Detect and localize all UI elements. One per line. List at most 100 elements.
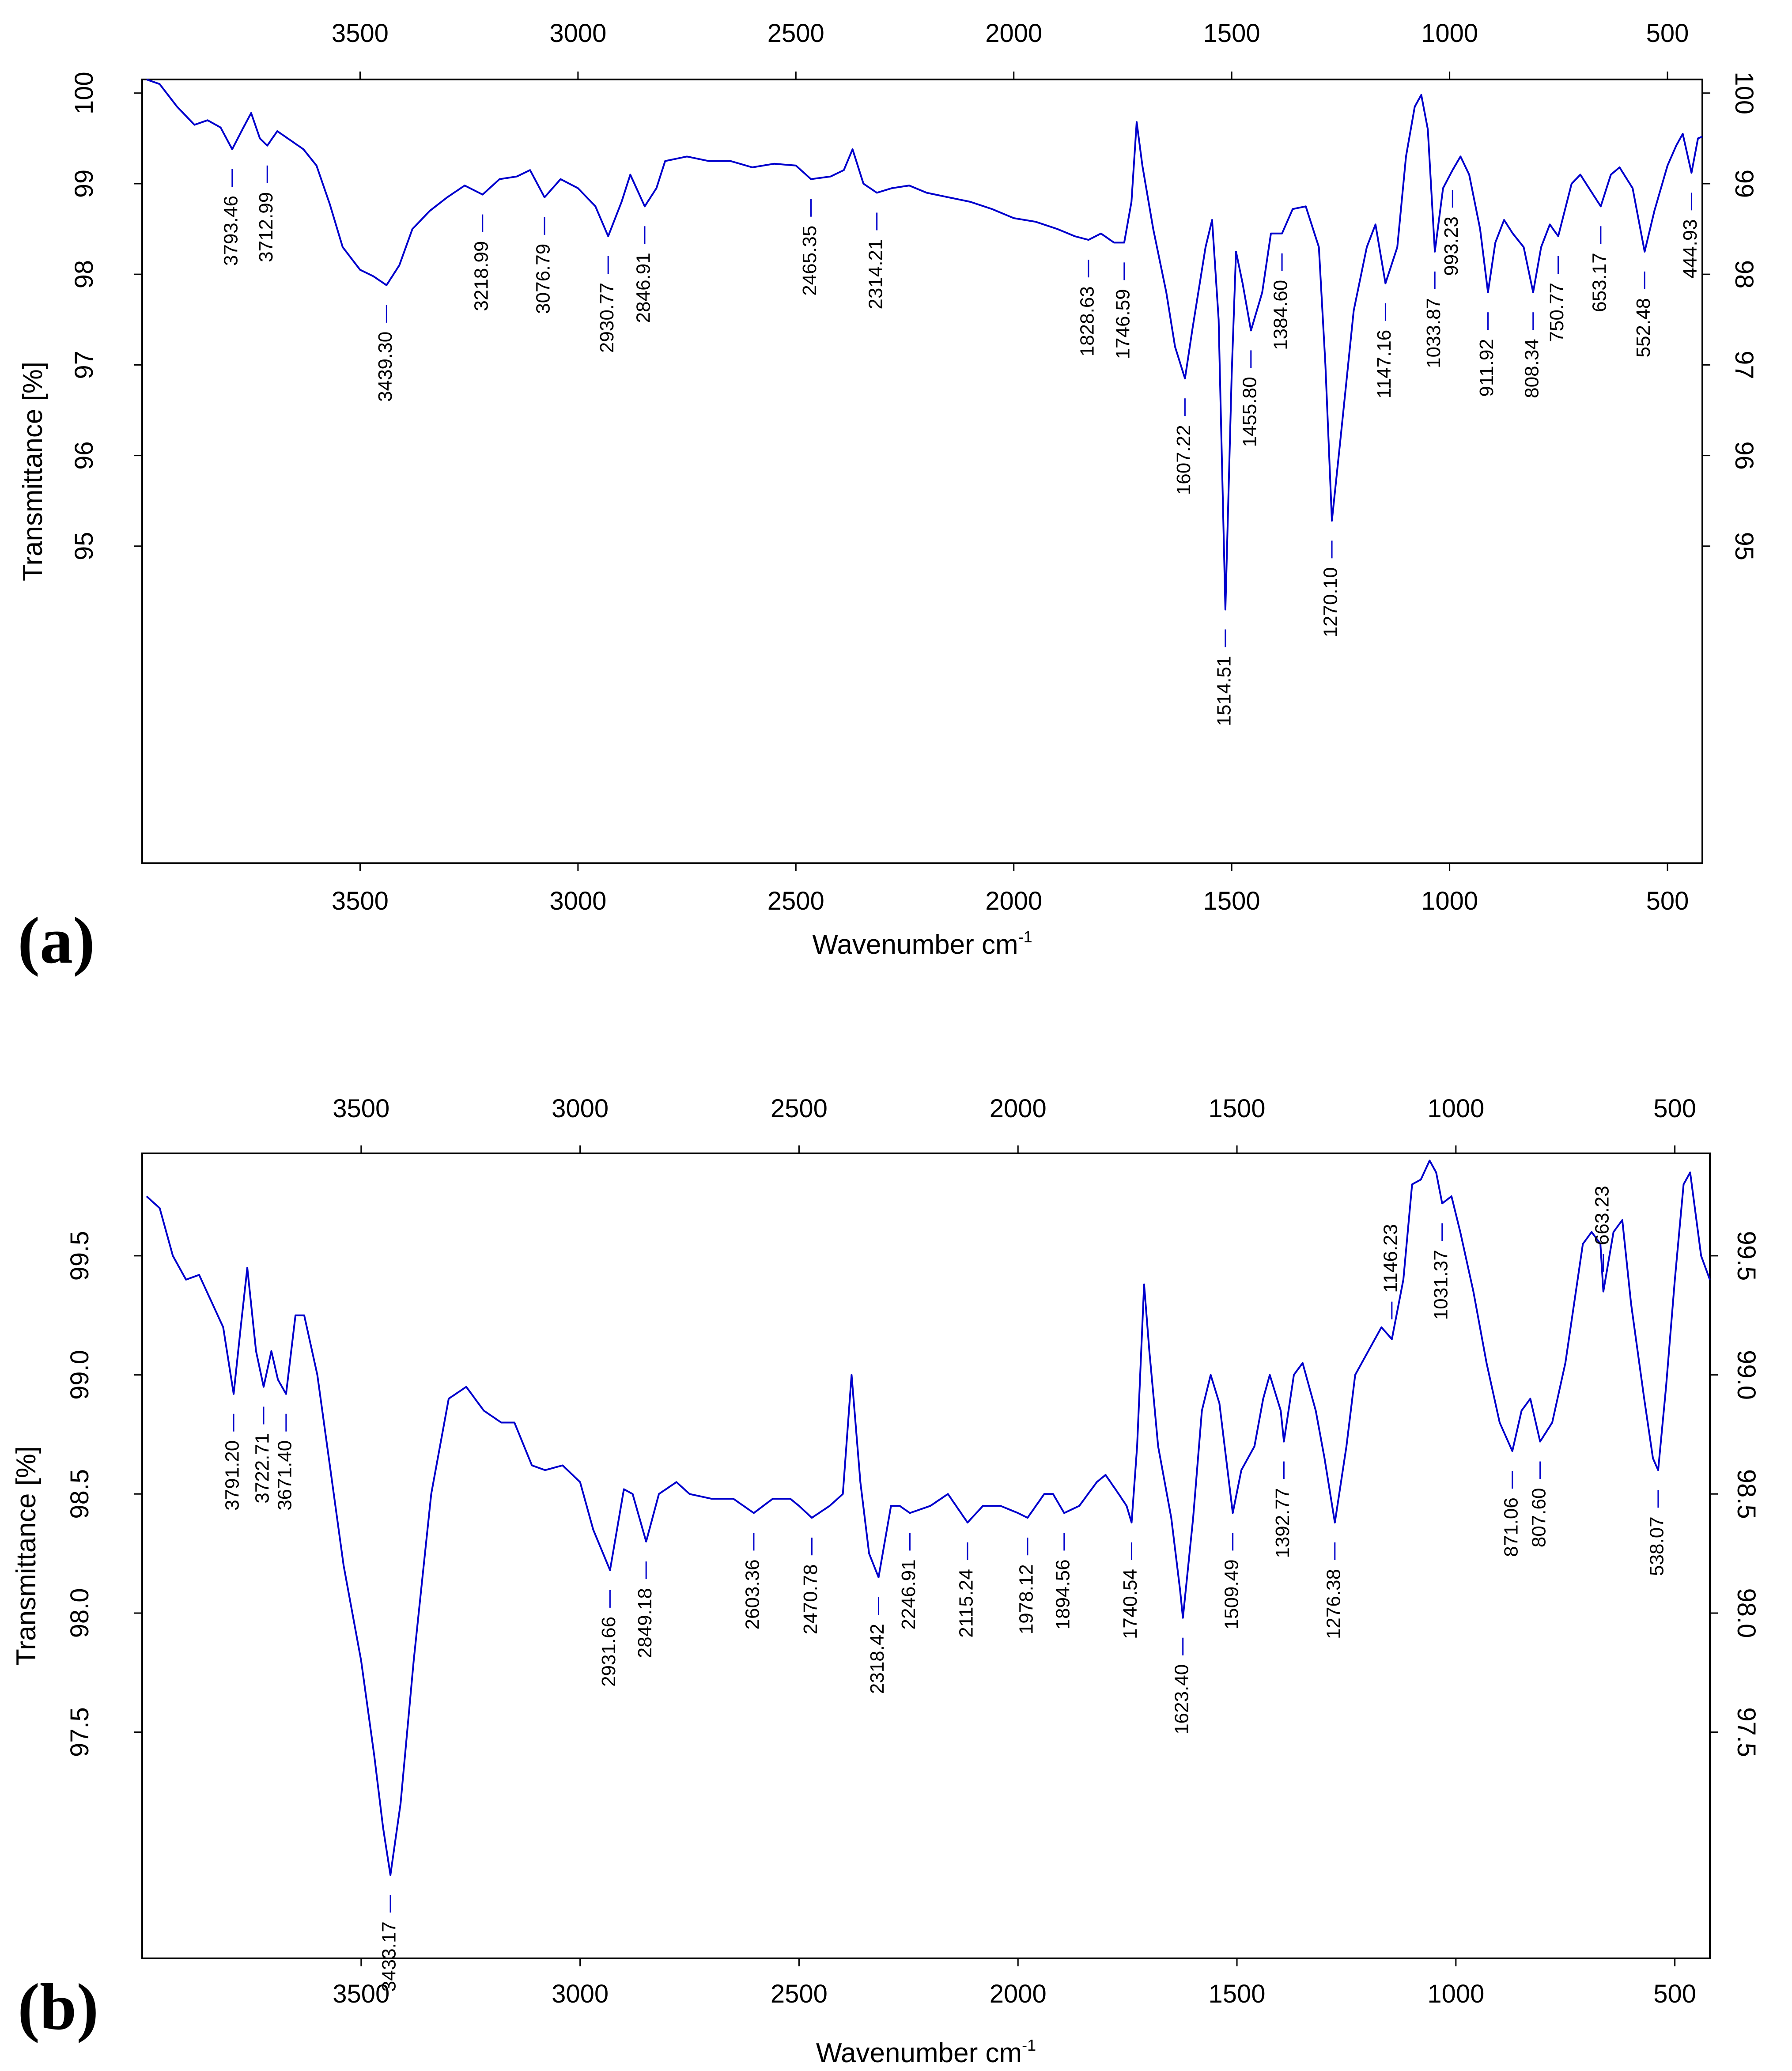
- panel-b-peak-label: 1623.40: [1171, 1664, 1192, 1735]
- panel-b-peak-label: 1031.37: [1430, 1250, 1452, 1320]
- panel-b-peak-label: 1392.77: [1272, 1488, 1293, 1558]
- panel-a-peak-label: 1384.60: [1270, 280, 1292, 350]
- panel-a-x-tick-label-top: 3000: [549, 19, 606, 48]
- panel-b-peak-label: 2849.18: [634, 1588, 656, 1658]
- panel-a-peak-label: 2314.21: [865, 239, 886, 310]
- panel-a-y-tick-label-right: 97: [1730, 351, 1758, 379]
- panel-a-y-tick-label-right: 96: [1730, 441, 1758, 470]
- panel-b-peak-label: 2318.42: [866, 1624, 888, 1694]
- panel-b-x-tick-label-top: 2500: [771, 1094, 828, 1123]
- panel-b-peak-label: 2931.66: [598, 1617, 620, 1687]
- panel-a-y-tick-label-left: 96: [70, 441, 98, 470]
- panel-b-y-tick-label-right: 98.5: [1732, 1469, 1761, 1519]
- panel-b-peak-label: 807.60: [1528, 1488, 1550, 1548]
- panel-b-peak-label: 1276.38: [1323, 1569, 1344, 1639]
- panel-b-x-tick-label-top: 1500: [1209, 1094, 1266, 1123]
- panel-a-panel-label: (a): [18, 904, 95, 977]
- panel-b-y-tick-label-right: 97.5: [1732, 1707, 1761, 1757]
- panel-b-x-tick-label-top: 2000: [990, 1094, 1047, 1123]
- panel-a-peak-label: 993.23: [1440, 216, 1462, 276]
- panel-b-x-tick-label-bottom: 2500: [771, 1980, 828, 2008]
- panel-b-x-tick-label-bottom: 3000: [552, 1980, 609, 2008]
- panel-a-x-tick-label-bottom: 2000: [985, 887, 1042, 915]
- panel-a-y-tick-label-left: 97: [70, 351, 98, 379]
- panel-a-plot-frame: [141, 79, 1703, 864]
- panel-a-x-tick-label-top: 2000: [985, 19, 1042, 48]
- panel-a-peak-label: 3439.30: [374, 332, 396, 402]
- panel-b: 3500 3500 3000 3000 2500 2500 2000 2000 1500 1500…: [11, 1094, 1761, 2068]
- panel-a-peak-label: 1746.59: [1112, 289, 1134, 359]
- panel-b-y-tick-label-left: 97.5: [65, 1707, 94, 1757]
- panel-a-peak-label: 653.17: [1589, 253, 1611, 312]
- panel-b-peak-label: 2603.36: [742, 1559, 764, 1629]
- panel-a-y-tick-label-right: 100: [1730, 72, 1758, 114]
- panel-a-peak-label: 808.34: [1521, 339, 1542, 398]
- panel-a-peak-label: 3076.79: [533, 244, 554, 314]
- panel-b-x-tick-label-top: 1000: [1427, 1094, 1484, 1123]
- panel-a-peak-label: 2846.91: [633, 253, 654, 323]
- panel-b-peak-label: 3671.40: [274, 1440, 295, 1511]
- panel-a-x-tick-label-bottom: 2500: [767, 887, 824, 915]
- panel-a-peak-label: 1828.63: [1076, 286, 1098, 356]
- panel-b-x-tick-label-bottom: 1000: [1427, 1980, 1484, 2008]
- panel-a-y-tick-label-left: 100: [70, 72, 98, 114]
- panel-a-y-axis-title: Transmittance [%]: [18, 362, 48, 581]
- panel-b-peak-label: 1978.12: [1016, 1564, 1037, 1634]
- panel-a-peak-label: 2930.77: [596, 283, 618, 353]
- panel-b-x-tick-label-bottom: 1500: [1209, 1980, 1266, 2008]
- panel-b-x-axis-title: Wavenumber cm-1: [816, 2036, 1036, 2068]
- panel-b-y-tick-label-left: 99.5: [65, 1231, 94, 1281]
- panel-b-peak-label: 3791.20: [222, 1440, 243, 1511]
- panel-a-x-tick-label-top: 500: [1646, 19, 1689, 48]
- panel-a-x-tick-label-top: 1000: [1421, 19, 1478, 48]
- panel-b-y-tick-label-left: 98.5: [65, 1469, 94, 1519]
- panel-b-x-tick-label-top: 3500: [333, 1094, 389, 1123]
- panel-a-x-tick-label-bottom: 3000: [549, 887, 606, 915]
- panel-b-x-tick-label-top: 500: [1653, 1094, 1696, 1123]
- panel-a-peak-label: 911.92: [1476, 339, 1497, 397]
- panel-a-peak-label: 750.77: [1546, 283, 1568, 342]
- panel-b-peak-label: 1740.54: [1119, 1569, 1141, 1639]
- panel-b-y-tick-label-right: 98.0: [1732, 1588, 1761, 1638]
- panel-b-peak-label: 3433.17: [378, 1921, 400, 1992]
- panel-a-x-tick-label-bottom: 1500: [1203, 887, 1260, 915]
- panel-a-peak-label: 1514.51: [1213, 656, 1235, 726]
- panel-a-x-tick-label-top: 3500: [332, 19, 389, 48]
- panel-a-spectrum-line: [146, 79, 1703, 611]
- panel-b-plot-frame: [141, 1153, 1711, 1959]
- panel-a-peak-label: 2465.35: [799, 226, 820, 296]
- panel-a-peak-label: 3712.99: [255, 192, 277, 262]
- panel-b-y-tick-label-right: 99.5: [1732, 1231, 1761, 1281]
- panel-a-peak-label: 3793.46: [220, 196, 242, 266]
- panel-a-y-tick-label-right: 98: [1730, 260, 1758, 289]
- panel-b-peak-label: 1894.56: [1052, 1559, 1074, 1629]
- panel-a-y-tick-label-left: 99: [70, 170, 98, 198]
- panel-a-peak-label: 1147.16: [1373, 330, 1395, 399]
- panel-a-x-tick-label-top: 2500: [767, 19, 824, 48]
- panel-a-peak-label: 1455.80: [1239, 377, 1260, 447]
- panel-a-x-axis-title: Wavenumber cm-1: [812, 928, 1032, 960]
- panel-b-peak-label: 663.23: [1591, 1186, 1613, 1245]
- panel-a-peak-label: 1033.87: [1423, 298, 1444, 368]
- panel-a-y-tick-label-right: 95: [1730, 532, 1758, 561]
- panel-b-peak-label: 871.06: [1500, 1497, 1522, 1557]
- panel-a-y-tick-label-left: 98: [70, 260, 98, 289]
- panel-b-peak-label: 2470.78: [800, 1564, 821, 1634]
- panel-b-y-axis-title: Transmittance [%]: [11, 1446, 42, 1666]
- panel-b-x-tick-label-bottom: 500: [1653, 1980, 1696, 2008]
- panel-b-peak-label: 2246.91: [898, 1559, 919, 1629]
- panel-a-x-tick-label-bottom: 1000: [1421, 887, 1478, 915]
- panel-a-y-tick-label-right: 99: [1730, 170, 1758, 198]
- panel-a-x-tick-label-bottom: 500: [1646, 887, 1689, 915]
- panel-a-y-tick-label-left: 95: [70, 532, 98, 561]
- panel-a-peak-label: 444.93: [1679, 219, 1701, 279]
- panel-b-x-tick-label-bottom: 3500: [333, 1980, 389, 2008]
- panel-a-peak-label: 552.48: [1633, 298, 1654, 358]
- panel-a-x-tick-label-bottom: 3500: [332, 887, 389, 915]
- panel-a-x-tick-label-top: 1500: [1203, 19, 1260, 48]
- panel-b-peak-label: 3722.71: [252, 1433, 273, 1504]
- panel-b-panel-label: (b): [18, 1970, 98, 2044]
- panel-b-y-tick-label-left: 98.0: [65, 1588, 94, 1638]
- panel-b-peak-label: 2115.24: [956, 1569, 977, 1638]
